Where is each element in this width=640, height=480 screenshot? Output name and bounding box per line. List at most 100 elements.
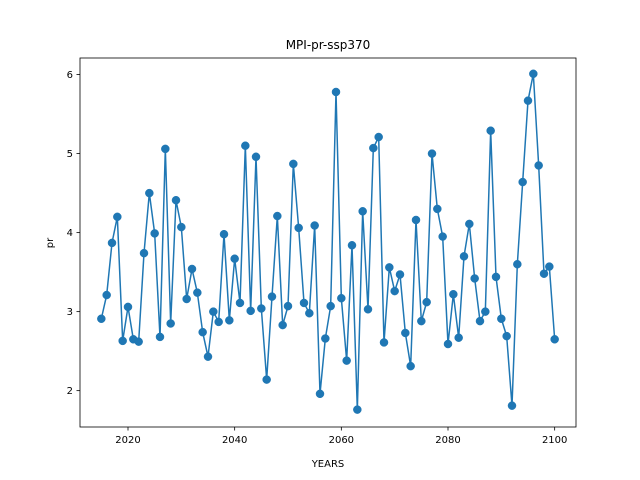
data-point-2097 — [534, 161, 543, 170]
data-point-2060 — [337, 293, 346, 303]
data-point-2069 — [385, 263, 394, 272]
data-point-2088 — [486, 126, 495, 135]
y-tick-label: 5 — [67, 149, 73, 160]
data-point-2030 — [177, 222, 186, 232]
data-point-2044 — [251, 152, 261, 162]
data-point-2022 — [134, 337, 143, 346]
x-tick-label: 2080 — [435, 435, 460, 446]
data-point-2068 — [379, 338, 389, 347]
data-point-2029 — [171, 195, 181, 205]
data-point-2026 — [155, 332, 165, 342]
data-point-2084 — [465, 219, 474, 229]
chart-title: MPI-pr-ssp370 — [286, 38, 371, 52]
axes: 2020 2040 2060 2080 2100 2 3 4 5 6 — [67, 57, 577, 446]
data-point-2063 — [353, 405, 362, 414]
data-point-2073 — [406, 361, 415, 371]
data-point-2027 — [161, 144, 170, 154]
data-point-2066 — [369, 143, 378, 153]
data-point-2036 — [209, 307, 218, 316]
data-point-2070 — [390, 286, 399, 296]
data-point-2047 — [267, 292, 277, 301]
plot-area — [97, 69, 559, 414]
data-point-2018 — [113, 212, 122, 222]
data-point-2049 — [278, 320, 287, 330]
data-point-2055 — [310, 221, 319, 230]
data-point-2085 — [470, 274, 479, 283]
data-point-2028 — [166, 319, 175, 328]
data-point-2092 — [507, 401, 517, 410]
data-point-2064 — [358, 207, 367, 216]
data-point-2083 — [459, 252, 469, 261]
data-point-2057 — [321, 334, 330, 343]
data-point-2019 — [118, 336, 127, 346]
data-point-2034 — [198, 327, 207, 337]
data-point-2081 — [449, 290, 458, 299]
series-line — [100, 73, 556, 411]
data-point-2038 — [219, 229, 229, 239]
data-point-2042 — [241, 141, 250, 150]
data-point-2095 — [523, 96, 533, 105]
data-point-2031 — [182, 294, 191, 304]
y-axis-label: pr — [45, 237, 56, 248]
data-point-2078 — [433, 204, 442, 214]
data-point-2052 — [294, 223, 303, 233]
data-point-2040 — [230, 254, 239, 263]
data-point-2079 — [438, 232, 447, 241]
data-point-2015 — [97, 314, 106, 323]
data-point-2099 — [545, 262, 554, 271]
data-point-2080 — [443, 339, 453, 349]
data-point-2089 — [491, 272, 501, 282]
data-point-2082 — [454, 333, 463, 342]
data-point-2046 — [262, 375, 271, 384]
data-point-2043 — [246, 306, 255, 316]
data-point-2091 — [502, 331, 511, 341]
data-point-2033 — [193, 288, 202, 297]
data-point-2090 — [497, 314, 506, 323]
data-point-2075 — [417, 316, 426, 326]
data-point-2051 — [289, 159, 298, 169]
data-point-2023 — [139, 248, 149, 258]
data-point-2087 — [481, 307, 490, 316]
data-point-2096 — [529, 69, 538, 79]
y-tick-label: 4 — [67, 228, 73, 239]
data-point-2041 — [235, 298, 245, 308]
data-point-2050 — [283, 301, 293, 311]
data-point-2062 — [347, 241, 357, 250]
data-point-2037 — [214, 317, 223, 327]
data-point-2032 — [187, 264, 197, 274]
x-tick-label: 2040 — [222, 435, 247, 446]
data-point-2086 — [475, 316, 485, 326]
data-point-2045 — [257, 304, 266, 313]
data-point-2065 — [363, 305, 373, 314]
data-point-2056 — [315, 389, 325, 399]
data-point-2058 — [326, 301, 335, 311]
y-tick-label: 6 — [67, 70, 73, 81]
data-point-2054 — [305, 308, 314, 318]
data-point-2035 — [203, 352, 213, 361]
data-point-2061 — [342, 356, 351, 365]
data-point-2098 — [539, 269, 549, 278]
y-tick-label: 3 — [67, 307, 73, 318]
data-point-2053 — [299, 298, 309, 308]
x-tick-label: 2100 — [542, 435, 567, 446]
data-point-2048 — [273, 211, 282, 221]
x-axis-label: YEARS — [311, 459, 345, 470]
data-point-2094 — [518, 177, 527, 187]
data-point-2077 — [427, 149, 437, 158]
data-point-2017 — [107, 238, 117, 248]
data-point-2071 — [395, 270, 405, 279]
data-point-2093 — [513, 259, 522, 269]
x-tick-label: 2020 — [115, 435, 140, 446]
data-point-2074 — [411, 215, 421, 225]
data-point-2059 — [331, 87, 341, 97]
y-tick-label: 2 — [67, 386, 73, 397]
data-point-2076 — [422, 297, 431, 307]
axes-frame — [79, 57, 577, 428]
data-point-2016 — [102, 290, 111, 300]
data-point-2020 — [123, 302, 133, 312]
data-point-2025 — [150, 229, 159, 238]
x-tick-label: 2060 — [329, 435, 354, 446]
data-point-2067 — [374, 132, 383, 142]
